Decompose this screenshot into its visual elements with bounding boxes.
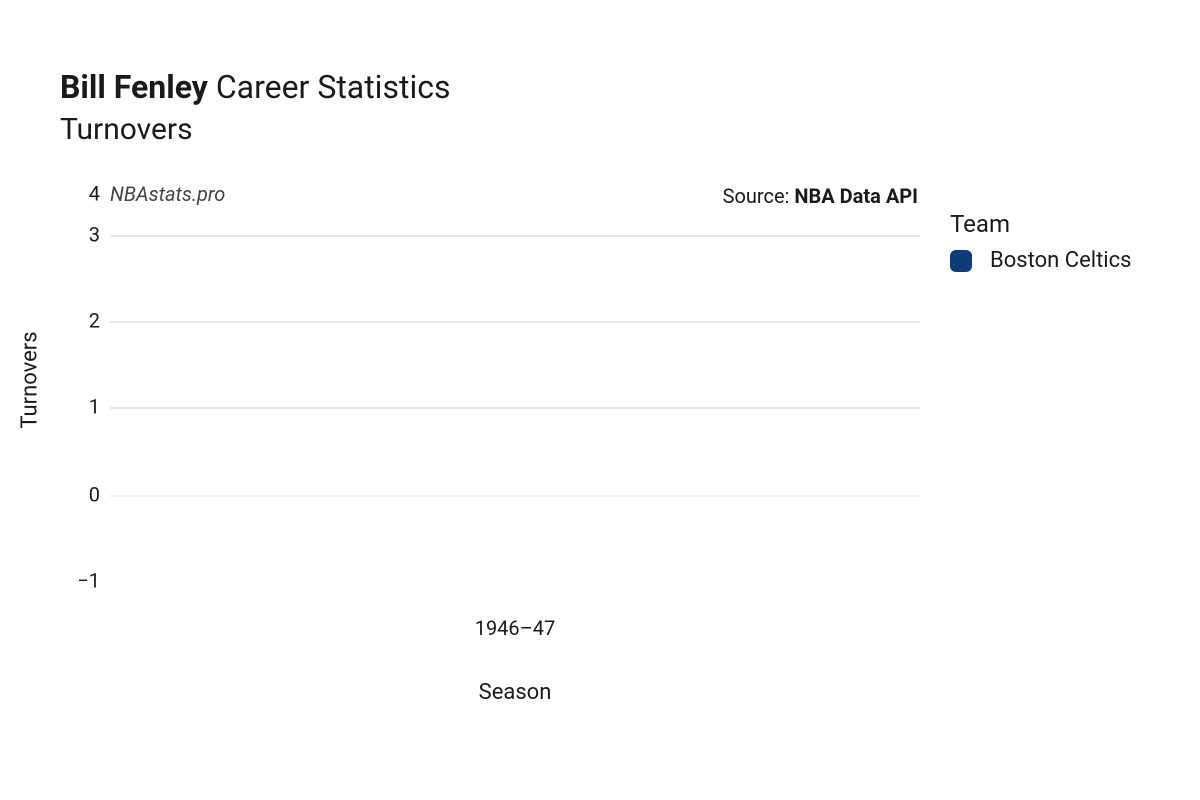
y-tick-4: 3 bbox=[89, 222, 100, 246]
y-tick-2: 1 bbox=[89, 394, 100, 418]
source-label: Source: NBA Data API bbox=[723, 184, 918, 208]
chart-container: Bill Fenley Career Statistics Turnovers … bbox=[0, 0, 1200, 800]
source-prefix: Source: bbox=[723, 184, 795, 208]
y-tick-5: 4 bbox=[89, 181, 100, 205]
source-name: NBA Data API bbox=[794, 184, 918, 208]
y-tick-3: 2 bbox=[89, 308, 100, 332]
gridlines bbox=[110, 236, 920, 496]
watermark: NBAstats.pro bbox=[110, 182, 225, 206]
x-tick-labels: 1946–47 bbox=[475, 616, 556, 640]
y-tick-0: −1 bbox=[77, 568, 100, 592]
legend-swatch-0 bbox=[950, 250, 972, 272]
chart-svg: −1 0 1 2 3 4 1946–47 bbox=[0, 0, 1200, 800]
legend-item-0: Boston Celtics bbox=[950, 248, 1132, 273]
legend-title: Team bbox=[950, 210, 1132, 238]
x-tick-0: 1946–47 bbox=[475, 616, 556, 640]
legend-label-0: Boston Celtics bbox=[990, 248, 1132, 273]
y-tick-labels: −1 0 1 2 3 4 bbox=[77, 181, 100, 592]
y-tick-1: 0 bbox=[89, 482, 100, 506]
legend: Team Boston Celtics bbox=[950, 210, 1132, 273]
